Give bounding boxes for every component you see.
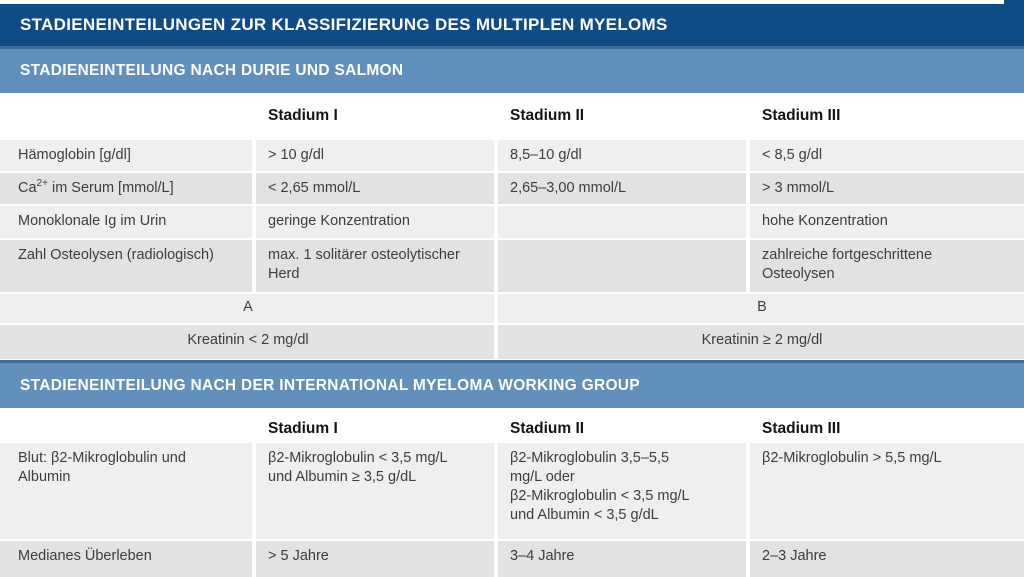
calcium-label-rest: im Serum [mmol/L] xyxy=(47,180,174,196)
value-cell: β2-Mikroglobulin > 5,5 mg/L xyxy=(750,443,1024,539)
value-cell: 3–4 Jahre xyxy=(498,541,746,577)
table-row-haemoglobin: Hämoglobin [g/dl] > 10 g/dl 8,5–10 g/dl … xyxy=(0,140,1024,171)
value-cell: 8,5–10 g/dl xyxy=(498,140,746,171)
table-row-monoclonal-ig: Monoklonale Ig im Urin geringe Konzentra… xyxy=(0,206,1024,238)
value-cell: < 2,65 mmol/L xyxy=(256,173,494,204)
column-header-empty xyxy=(0,408,252,443)
page-title: STADIENEINTEILUNGEN ZUR KLASSIFIZIERUNG … xyxy=(0,4,1024,46)
row-label-cell: Medianes Überleben xyxy=(0,541,252,577)
imwg-column-header-row: Stadium I Stadium II Stadium III xyxy=(0,408,1024,443)
value-cell: < 8,5 g/dl xyxy=(750,140,1024,171)
table-row-osteolyses: Zahl Osteolysen (radiologisch) max. 1 so… xyxy=(0,240,1024,292)
value-cell: geringe Konzentration xyxy=(256,206,494,238)
column-header-stadium-1: Stadium I xyxy=(256,408,494,443)
section-header-imwg: STADIENEINTEILUNG NACH DER INTERNATIONAL… xyxy=(0,360,1024,408)
row-label-cell: Ca2+ im Serum [mmol/L] xyxy=(0,173,252,204)
page-title-text: STADIENEINTEILUNGEN ZUR KLASSIFIZIERUNG … xyxy=(20,15,668,34)
value-cell: zahlreiche fortgeschrittene Osteolysen xyxy=(750,240,1024,292)
value-cell: > 10 g/dl xyxy=(256,140,494,171)
row-label-cell: Monoklonale Ig im Urin xyxy=(0,206,252,238)
column-header-stadium-3: Stadium III xyxy=(750,95,1024,140)
value-cell: 2,65–3,00 mmol/L xyxy=(498,173,746,204)
value-cell: > 5 Jahre xyxy=(256,541,494,577)
section-header-imwg-text: STADIENEINTEILUNG NACH DER INTERNATIONAL… xyxy=(20,376,640,394)
table-row-ab: A B xyxy=(0,294,1024,323)
value-cell: β2-Mikroglobulin 3,5–5,5 mg/L oder β2-Mi… xyxy=(498,443,746,539)
table-row-beta2-microglobulin: Blut: β2-Mikroglobulin und Albumin β2-Mi… xyxy=(0,443,1024,539)
column-header-stadium-2: Stadium II xyxy=(498,95,746,140)
title-bar-bleed xyxy=(1004,0,1024,5)
section-header-durie-salmon: STADIENEINTEILUNG NACH DURIE UND SALMON xyxy=(0,46,1024,93)
table-row-kreatinin: Kreatinin < 2 mg/dl Kreatinin ≥ 2 mg/dl xyxy=(0,325,1024,359)
row-label-cell: Zahl Osteolysen (radiologisch) xyxy=(0,240,252,292)
column-header-stadium-3: Stadium III xyxy=(750,408,1024,443)
column-header-stadium-1: Stadium I xyxy=(256,95,494,140)
subgroup-a-cell: A xyxy=(0,294,494,323)
value-cell: max. 1 solitärer osteolytischer Herd xyxy=(256,240,494,292)
kreatinin-b-cell: Kreatinin ≥ 2 mg/dl xyxy=(498,325,1024,359)
table-row-calcium: Ca2+ im Serum [mmol/L] < 2,65 mmol/L 2,6… xyxy=(0,173,1024,204)
value-cell: > 3 mmol/L xyxy=(750,173,1024,204)
column-header-empty xyxy=(0,95,252,140)
calcium-label-base: Ca xyxy=(18,180,37,196)
subgroup-b-cell: B xyxy=(498,294,1024,323)
row-label-cell: Hämoglobin [g/dl] xyxy=(0,140,252,171)
value-cell: β2-Mikroglobulin < 3,5 mg/L und Albumin … xyxy=(256,443,494,539)
calcium-superscript: 2+ xyxy=(36,178,48,190)
kreatinin-a-cell: Kreatinin < 2 mg/dl xyxy=(0,325,494,359)
table-row-median-survival: Medianes Überleben > 5 Jahre 3–4 Jahre 2… xyxy=(0,541,1024,577)
value-cell: hohe Konzentration xyxy=(750,206,1024,238)
value-cell: 2–3 Jahre xyxy=(750,541,1024,577)
durie-column-header-row: Stadium I Stadium II Stadium III xyxy=(0,95,1024,140)
value-cell xyxy=(498,240,746,292)
value-cell xyxy=(498,206,746,238)
row-label-cell: Blut: β2-Mikroglobulin und Albumin xyxy=(0,443,252,539)
column-header-stadium-2: Stadium II xyxy=(498,408,746,443)
section-header-durie-salmon-text: STADIENEINTEILUNG NACH DURIE UND SALMON xyxy=(20,62,404,79)
